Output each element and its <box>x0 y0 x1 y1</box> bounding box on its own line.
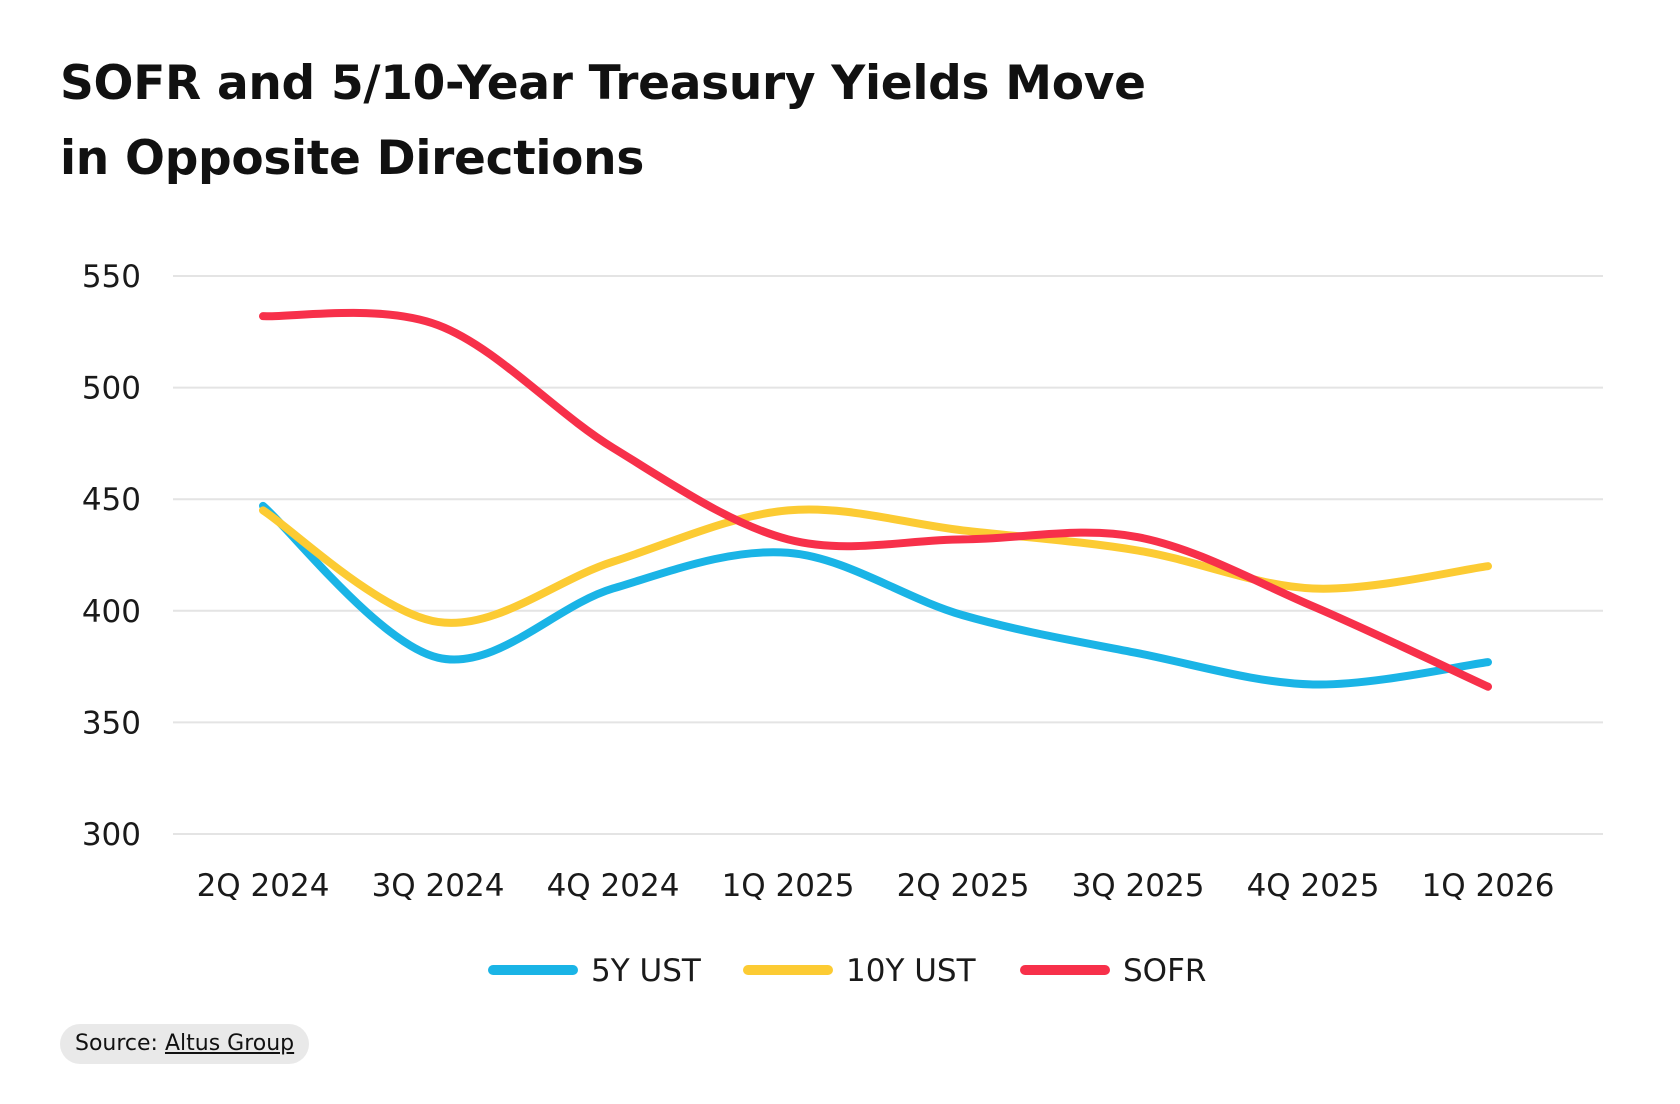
gridlines <box>173 275 1603 835</box>
x-tick-label: 4Q 2024 <box>547 868 680 904</box>
legend-item-10y-ust: 10Y UST <box>743 953 977 989</box>
series-lines <box>259 308 1492 691</box>
source-badge: Source: Altus Group <box>60 1024 310 1064</box>
y-tick-label: 450 <box>82 482 141 518</box>
legend-label: 5Y UST <box>591 953 702 989</box>
x-tick-label: 3Q 2024 <box>372 868 505 904</box>
chart-title: SOFR and 5/10-Year Treasury Yields Move … <box>60 46 1360 196</box>
x-tick-label: 2Q 2024 <box>197 868 330 904</box>
y-tick-label: 500 <box>82 371 141 407</box>
line-chart: 300 350 400 450 500 550 2Q 2024 3Q 2024 4Q 2024… <box>82 259 1603 989</box>
y-tick-label: 300 <box>82 817 141 853</box>
chart-title-line-1: SOFR and 5/10-Year Treasury Yields Move <box>60 56 1146 111</box>
legend-label: 10Y UST <box>846 953 977 989</box>
x-tick-label: 4Q 2025 <box>1247 868 1380 904</box>
series-line-10y-ust <box>259 505 1492 627</box>
y-tick-label: 400 <box>82 594 141 630</box>
source-link[interactable]: Altus Group <box>164 1031 295 1056</box>
source-prefix: Source: <box>75 1031 158 1056</box>
legend: 5Y UST 10Y UST SOFR <box>488 953 1206 989</box>
x-tick-label: 1Q 2025 <box>722 868 855 904</box>
series-line-5y-ust <box>259 501 1492 689</box>
x-tick-label: 3Q 2025 <box>1072 868 1205 904</box>
x-tick-label: 2Q 2025 <box>897 868 1030 904</box>
y-tick-label: 550 <box>82 259 141 295</box>
legend-item-sofr: SOFR <box>1020 953 1206 989</box>
y-tick-label: 350 <box>82 705 141 741</box>
x-tick-label: 1Q 2026 <box>1422 868 1555 904</box>
x-axis-tick-labels: 2Q 2024 3Q 2024 4Q 2024 1Q 2025 2Q 2025 3Q 20… <box>197 868 1555 904</box>
series-line-sofr <box>259 308 1492 691</box>
legend-item-5y-ust: 5Y UST <box>488 953 702 989</box>
y-axis-tick-labels: 300 350 400 450 500 550 <box>82 259 141 853</box>
chart-title-line-2: in Opposite Directions <box>60 131 644 186</box>
legend-label: SOFR <box>1123 953 1206 989</box>
